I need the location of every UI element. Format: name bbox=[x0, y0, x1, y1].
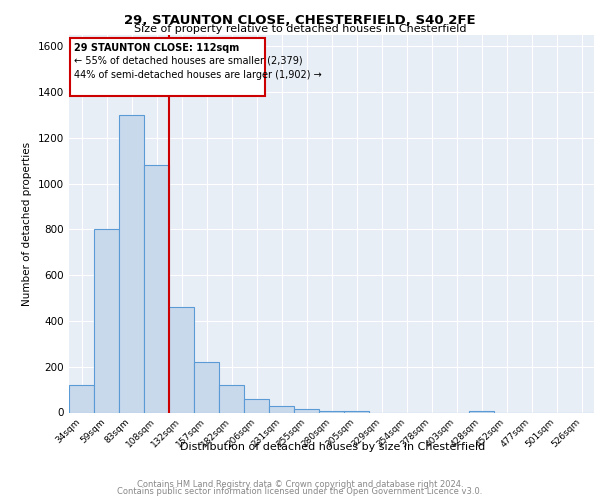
Bar bbox=[269, 406, 294, 412]
Bar bbox=[69, 385, 94, 412]
Text: Contains HM Land Registry data © Crown copyright and database right 2024.: Contains HM Land Registry data © Crown c… bbox=[137, 480, 463, 489]
Text: 44% of semi-detached houses are larger (1,902) →: 44% of semi-detached houses are larger (… bbox=[74, 70, 322, 81]
Bar bbox=[119, 115, 144, 412]
Text: 29 STAUNTON CLOSE: 112sqm: 29 STAUNTON CLOSE: 112sqm bbox=[74, 42, 239, 52]
Bar bbox=[244, 399, 269, 412]
Text: Size of property relative to detached houses in Chesterfield: Size of property relative to detached ho… bbox=[134, 24, 466, 34]
Y-axis label: Number of detached properties: Number of detached properties bbox=[22, 142, 32, 306]
Text: ← 55% of detached houses are smaller (2,379): ← 55% of detached houses are smaller (2,… bbox=[74, 56, 302, 66]
Text: Contains public sector information licensed under the Open Government Licence v3: Contains public sector information licen… bbox=[118, 487, 482, 496]
Bar bbox=[219, 385, 244, 412]
Bar bbox=[144, 166, 169, 412]
Bar bbox=[319, 410, 344, 412]
Text: Distribution of detached houses by size in Chesterfield: Distribution of detached houses by size … bbox=[181, 442, 485, 452]
Bar bbox=[169, 308, 194, 412]
Text: 29, STAUNTON CLOSE, CHESTERFIELD, S40 2FE: 29, STAUNTON CLOSE, CHESTERFIELD, S40 2F… bbox=[124, 14, 476, 27]
Bar bbox=[194, 362, 219, 412]
Bar bbox=[294, 409, 319, 412]
FancyBboxPatch shape bbox=[70, 38, 265, 96]
Bar bbox=[94, 230, 119, 412]
